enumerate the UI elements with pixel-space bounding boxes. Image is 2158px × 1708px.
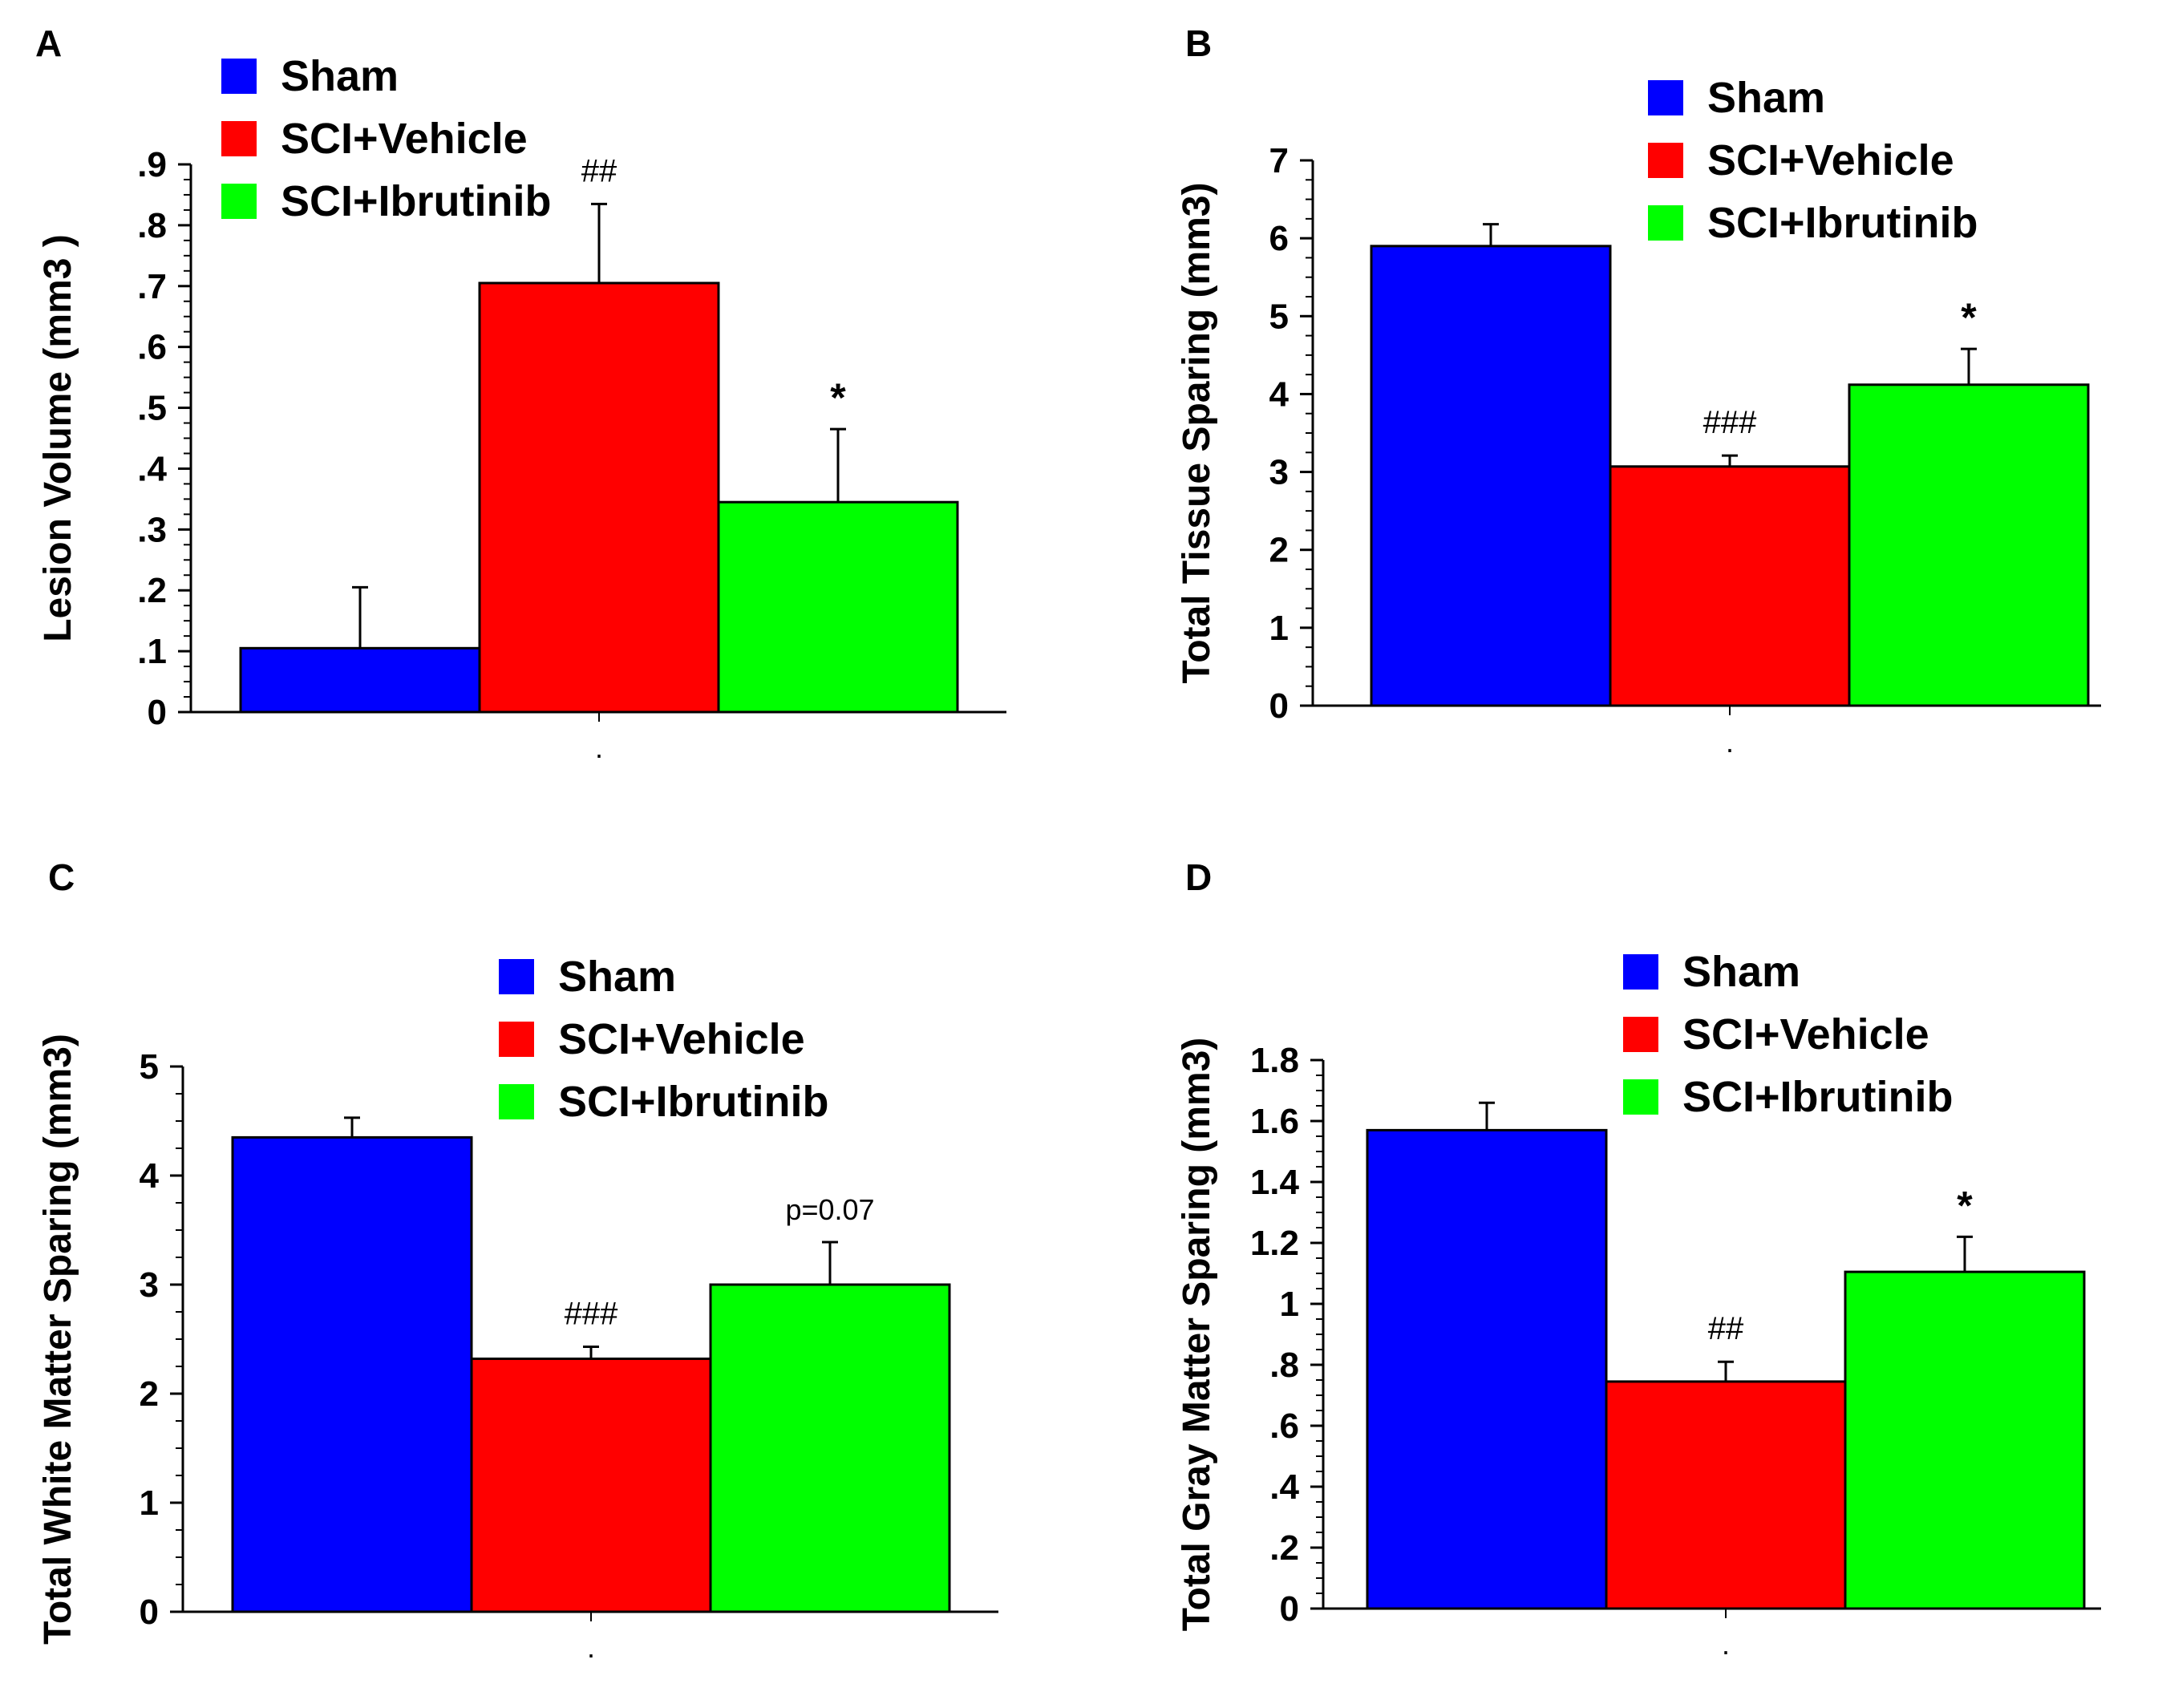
y-axis-title: Lesion Volume (mm3 ) — [37, 234, 79, 642]
x-tick-label: . — [587, 1631, 595, 1664]
y-axis-title: Total Tissue Sparing (mm3) — [1176, 182, 1218, 683]
bar-ibrutinib — [717, 500, 959, 714]
y-tick-label: 3 — [140, 1265, 159, 1305]
y-axis-title: Total Gray Matter Sparing (mm3) — [1176, 1038, 1218, 1632]
bar-vehicle — [1609, 465, 1851, 707]
significance-label-vehicle: ### — [565, 1297, 618, 1332]
y-tick-label: .3 — [137, 510, 167, 549]
bar-vehicle — [470, 1357, 712, 1613]
chart-panel-a: A 0 .1 .2 .3 .4 .5 .6 .7 .8 .9 Lesion Volume (mm3 )… — [35, 22, 1006, 764]
bar-sham — [1370, 245, 1612, 707]
legend-label-vehicle: SCI+Vehicle — [1682, 1010, 1929, 1058]
legend-label-ibrutinib: SCI+Ibrutinib — [281, 177, 552, 225]
y-tick-label: .4 — [1269, 1467, 1299, 1507]
panel-letter: C — [48, 856, 75, 898]
bar-ibrutinib — [1848, 383, 2090, 707]
y-tick-label: 1 — [1280, 1285, 1299, 1324]
legend-label-ibrutinib: SCI+Ibrutinib — [1707, 199, 1978, 247]
significance-label-ibrutinib: * — [1957, 1183, 1973, 1228]
y-tick-label: .6 — [137, 328, 167, 367]
legend-swatch-ibrutinib — [1648, 205, 1683, 241]
legend-label-sham: Sham — [1682, 948, 1800, 996]
significance-label-vehicle: ### — [1703, 405, 1757, 440]
legend-swatch-vehicle — [499, 1022, 534, 1057]
legend-swatch-ibrutinib — [221, 184, 257, 219]
legend-label-sham: Sham — [281, 52, 399, 100]
legend-label-sham: Sham — [1707, 74, 1825, 122]
y-tick-label: 1.2 — [1250, 1224, 1299, 1263]
legend-swatch-vehicle — [1623, 1017, 1658, 1052]
legend-swatch-sham — [1648, 80, 1683, 115]
y-tick-label: .8 — [1269, 1346, 1299, 1385]
y-tick-label: 1.4 — [1250, 1163, 1300, 1202]
legend: Sham SCI+Vehicle SCI+Ibrutinib — [499, 953, 829, 1126]
significance-label-vehicle: ## — [1708, 1311, 1744, 1346]
y-tick-label: 0 — [140, 1593, 159, 1632]
bar-sham — [231, 1135, 473, 1613]
y-tick-label: 1 — [1269, 609, 1289, 648]
y-tick-label: 1.8 — [1250, 1041, 1299, 1080]
legend-swatch-sham — [1623, 954, 1658, 990]
significance-label-ibrutinib: * — [830, 375, 846, 420]
y-tick-label: 2 — [1269, 531, 1289, 570]
legend-swatch-vehicle — [1648, 143, 1683, 178]
legend-swatch-vehicle — [221, 121, 257, 156]
legend-label-vehicle: SCI+Vehicle — [281, 115, 528, 163]
legend-swatch-sham — [499, 959, 534, 994]
legend-swatch-ibrutinib — [499, 1084, 534, 1119]
y-tick-label: .7 — [137, 267, 167, 306]
bar-vehicle — [478, 281, 720, 714]
x-tick-label: . — [1722, 1628, 1730, 1661]
x-tick-label: . — [595, 731, 603, 764]
y-tick-label: 1.6 — [1250, 1102, 1299, 1141]
y-tick-label: .4 — [137, 449, 167, 488]
y-tick-label: 0 — [1280, 1589, 1299, 1629]
chart-panel-b: B 0 1 2 3 4 5 6 7 Total Tissue Sparing (mm3). ### *… — [1176, 22, 2101, 759]
chart-panel-d: D 0 .2 .4 .6 .8 1 1.2 1.4 1.6 1.8 Total Gray Matter… — [1176, 856, 2101, 1661]
legend: Sham SCI+Vehicle SCI+Ibrutinib — [1648, 74, 1978, 247]
panel-letter: B — [1185, 22, 1212, 64]
panel-letter: A — [35, 22, 62, 64]
y-tick-label: 3 — [1269, 453, 1289, 492]
legend-label-sham: Sham — [558, 953, 676, 1001]
y-tick-label: 2 — [140, 1374, 159, 1414]
bar-ibrutinib — [1844, 1270, 2086, 1610]
bar-vehicle — [1605, 1380, 1847, 1610]
y-axis-title: Total White Matter Sparing (mm3) — [37, 1034, 79, 1645]
legend-label-ibrutinib: SCI+Ibrutinib — [1682, 1073, 1954, 1121]
chart-panel-c: C 0 1 2 3 4 5 Total White Matter Sparing (mm3).… — [37, 856, 998, 1664]
y-tick-label: .9 — [137, 145, 167, 184]
legend-label-ibrutinib: SCI+Ibrutinib — [558, 1078, 829, 1126]
y-tick-label: .8 — [137, 206, 167, 245]
y-tick-label: 1 — [140, 1483, 159, 1523]
y-tick-label: 0 — [1269, 686, 1289, 726]
y-tick-label: .5 — [137, 389, 167, 428]
y-tick-label: 5 — [1269, 297, 1289, 336]
legend: Sham SCI+Vehicle SCI+Ibrutinib — [221, 52, 552, 225]
y-tick-label: 4 — [140, 1156, 160, 1196]
y-tick-label: 0 — [148, 693, 167, 732]
significance-label-vehicle: ## — [581, 153, 617, 188]
y-tick-label: 7 — [1269, 141, 1289, 180]
legend-label-vehicle: SCI+Vehicle — [558, 1015, 805, 1063]
y-tick-label: 6 — [1269, 219, 1289, 258]
y-tick-label: .1 — [137, 632, 167, 671]
y-tick-label: .6 — [1269, 1406, 1299, 1446]
legend-label-vehicle: SCI+Vehicle — [1707, 136, 1954, 184]
bar-ibrutinib — [709, 1283, 951, 1613]
legend-swatch-ibrutinib — [1623, 1079, 1658, 1115]
bar-sham — [1366, 1128, 1608, 1610]
y-tick-label: .2 — [1269, 1528, 1299, 1568]
y-tick-label: 4 — [1269, 374, 1290, 414]
bar-sham — [239, 646, 481, 714]
legend: Sham SCI+Vehicle SCI+Ibrutinib — [1623, 948, 1954, 1121]
y-tick-label: 5 — [140, 1047, 159, 1087]
panel-letter: D — [1185, 856, 1212, 898]
y-tick-label: .2 — [137, 571, 167, 610]
significance-label-ibrutinib: * — [1961, 295, 1977, 340]
x-tick-label: . — [1726, 726, 1734, 759]
significance-label-ibrutinib: p=0.07 — [785, 1193, 874, 1226]
legend-swatch-sham — [221, 59, 257, 94]
